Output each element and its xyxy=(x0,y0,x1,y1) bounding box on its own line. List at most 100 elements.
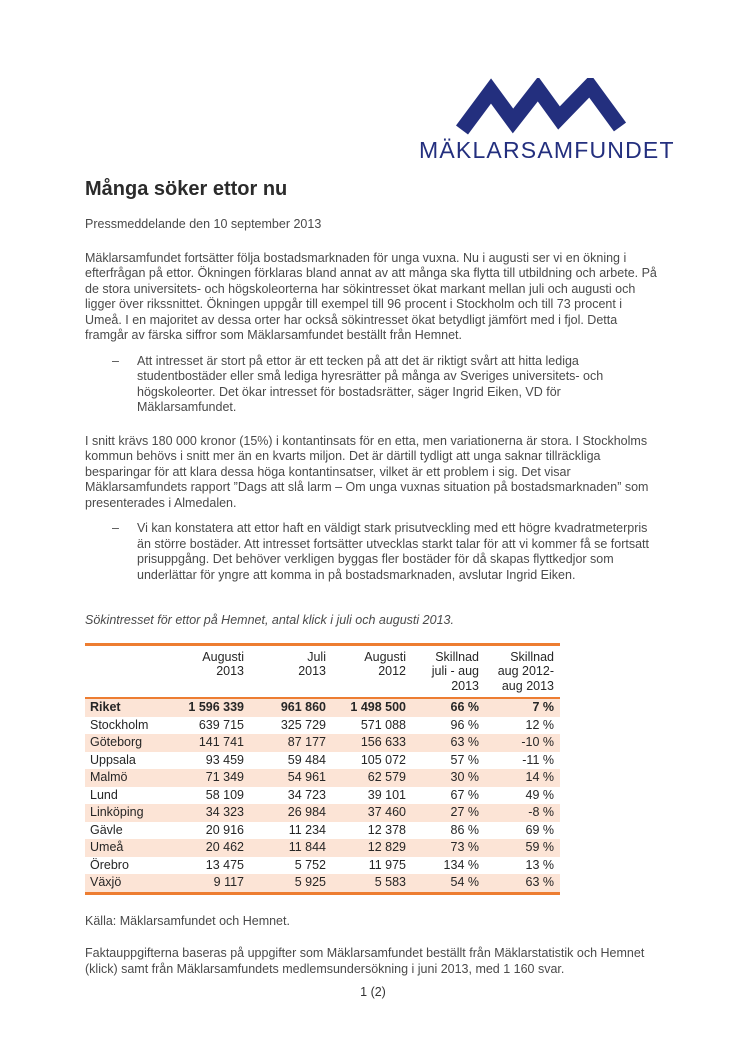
row-label: Riket xyxy=(90,700,121,714)
column-header: Skillnad juli - aug 2013 xyxy=(412,644,485,699)
page-number: 1 (2) xyxy=(360,985,386,999)
page-title: Många söker ettor nu xyxy=(85,178,288,200)
column-header: Juli 2013 xyxy=(250,644,332,699)
row-label: Göteborg xyxy=(90,735,143,749)
logo: MÄKLARSAMFUNDET xyxy=(419,78,675,164)
table-row: Riket 1 596 339 961 860 1 498 500 66 % 7 % xyxy=(85,698,560,717)
quote-dash: – xyxy=(112,353,119,368)
table-row: Lund 58 109 34 723 39 101 67 % 49 % xyxy=(85,787,560,805)
table-cell: 11 234 xyxy=(288,822,326,837)
table-cell: 59 484 xyxy=(287,752,326,767)
row-label: Gävle xyxy=(90,822,123,837)
quote-1: – Att intresset är stort på ettor är ett… xyxy=(112,354,662,416)
column-header: Skillnad aug 2012- aug 2013 xyxy=(485,644,560,699)
dateline: Pressmeddelande den 10 september 2013 xyxy=(85,217,322,231)
quote-2: – Vi kan konstatera att ettor haft en vä… xyxy=(112,521,662,583)
table-cell: 141 741 xyxy=(198,735,244,749)
table-cell: 11 844 xyxy=(288,840,326,854)
table-cell: 63 % xyxy=(525,875,555,889)
table-cell: 67 % xyxy=(450,787,480,802)
table-caption: Sökintresset för ettor på Hemnet, antal … xyxy=(85,613,454,627)
row-label: Malmö xyxy=(90,770,128,784)
table-header: Augusti 2013 Juli 2013 Augusti 2012 Skillnad ju… xyxy=(85,644,560,699)
table-cell: 14 % xyxy=(525,770,555,784)
table-row: Stockholm 639 715 325 729 571 088 96 % 12 % xyxy=(85,717,560,735)
table-cell: 39 101 xyxy=(367,787,406,802)
table-cell: 34 323 xyxy=(205,805,244,819)
table-cell: -10 % xyxy=(521,735,554,749)
table-cell: 5 752 xyxy=(294,857,326,872)
table-cell: 9 117 xyxy=(213,875,244,889)
column-header: Augusti 2013 xyxy=(160,644,250,699)
table-cell: 156 633 xyxy=(360,735,406,749)
row-label: Lund xyxy=(90,787,118,802)
table-cell: 639 715 xyxy=(198,717,244,732)
table-cell: 71 349 xyxy=(205,770,244,784)
table-cell: 57 % xyxy=(450,752,480,767)
table-cell: 105 072 xyxy=(360,752,406,767)
table-cell: 5 925 xyxy=(294,875,326,889)
column-header: Augusti 2012 xyxy=(332,644,412,699)
table-row: Örebro 13 475 5 752 11 975 134 % 13 % xyxy=(85,857,560,875)
table-cell: 20 462 xyxy=(205,840,244,854)
table-cell: 27 % xyxy=(450,805,480,819)
table-cell: 49 % xyxy=(525,787,555,802)
table-cell: 571 088 xyxy=(360,717,406,732)
table-row: Göteborg 141 741 87 177 156 633 63 % -10 % xyxy=(85,734,560,752)
table-cell: 5 583 xyxy=(374,875,406,889)
row-label: Örebro xyxy=(90,857,129,872)
table-row: Linköping 34 323 26 984 37 460 27 % -8 % xyxy=(85,804,560,822)
click-statistics-table: Augusti 2013 Juli 2013 Augusti 2012 Skillnad ju… xyxy=(85,642,560,895)
table-cell: 11 975 xyxy=(368,857,406,872)
row-label: Uppsala xyxy=(90,752,136,767)
table-cell: 325 729 xyxy=(280,717,326,732)
table-cell: 62 579 xyxy=(367,770,406,784)
quote-2-text: Vi kan konstatera att ettor haft en väld… xyxy=(137,521,650,582)
table-cell: 96 % xyxy=(450,717,480,732)
table-cell: 1 498 500 xyxy=(350,700,406,714)
table-cell: 30 % xyxy=(450,770,480,784)
table-cell: -8 % xyxy=(528,805,554,819)
row-label: Umeå xyxy=(90,840,124,854)
quote-dash: – xyxy=(112,521,119,535)
table-cell: 66 % xyxy=(450,700,480,714)
paragraph-2: I snitt krävs 180 000 kronor (15%) i kon… xyxy=(85,433,649,510)
table-cell: 13 % xyxy=(525,857,555,872)
table-cell: 34 723 xyxy=(287,787,326,802)
table-cell: 961 860 xyxy=(280,700,326,714)
logo-wordmark: MÄKLARSAMFUNDET xyxy=(419,137,675,163)
mountain-m-icon xyxy=(456,78,626,135)
column-header xyxy=(85,644,160,699)
table-cell: -11 % xyxy=(522,752,554,767)
table-cell: 12 829 xyxy=(367,840,406,854)
table-cell: 13 475 xyxy=(205,857,244,872)
table-cell: 1 596 339 xyxy=(188,700,244,714)
table-cell: 37 460 xyxy=(367,805,406,819)
table-cell: 93 459 xyxy=(205,752,244,767)
facts-note: Faktauppgifterna baseras på uppgifter so… xyxy=(85,946,645,976)
table-cell: 20 916 xyxy=(205,822,244,837)
table-cell: 59 % xyxy=(525,840,555,854)
table-row: Uppsala 93 459 59 484 105 072 57 % -11 % xyxy=(85,752,560,770)
table-cell: 69 % xyxy=(525,822,555,837)
table-cell: 86 % xyxy=(450,822,480,837)
table-cell: 73 % xyxy=(450,840,480,854)
table-row: Umeå 20 462 11 844 12 829 73 % 59 % xyxy=(85,839,560,857)
table-row: Växjö 9 117 5 925 5 583 54 % 63 % xyxy=(85,874,560,893)
table-cell: 54 961 xyxy=(287,770,326,784)
table-body: Riket 1 596 339 961 860 1 498 500 66 % 7 % Sto… xyxy=(85,698,560,893)
table-cell: 87 177 xyxy=(287,735,326,749)
table-cell: 58 109 xyxy=(205,787,244,802)
table-row: Gävle 20 916 11 234 12 378 86 % 69 % xyxy=(85,822,560,840)
row-label: Växjö xyxy=(90,875,122,889)
table-cell: 7 % xyxy=(532,700,554,714)
quote-1-text: Att intresset är stort på ettor är ett t… xyxy=(137,353,604,415)
table-header-row: Augusti 2013 Juli 2013 Augusti 2012 Skillnad ju… xyxy=(85,644,560,699)
document-body: Många söker ettor nu Pressmeddelande den… xyxy=(85,178,662,976)
table-cell: 54 % xyxy=(450,875,480,889)
table-cell: 26 984 xyxy=(287,805,326,819)
table-cell: 12 378 xyxy=(367,822,406,837)
source-line: Källa: Mäklarsamfundet och Hemnet. xyxy=(85,913,290,928)
intro-paragraph: Mäklarsamfundet fortsätter följa bostads… xyxy=(85,250,657,343)
